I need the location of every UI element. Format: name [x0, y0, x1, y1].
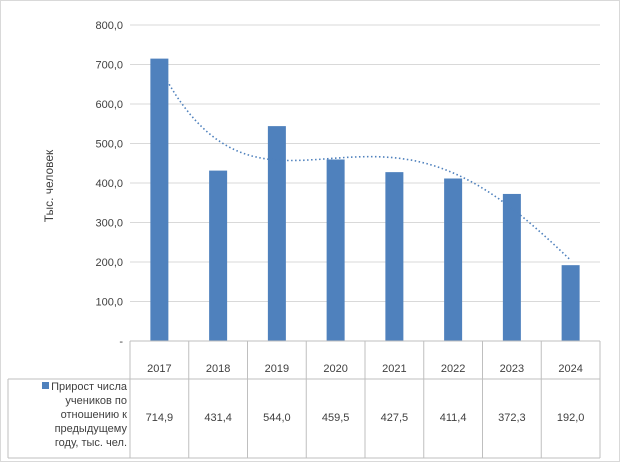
bars: [150, 58, 580, 342]
y-axis-ticks: - 100,0 200,0 300,0 400,0 500,0 600,0 700,0 800,…: [95, 20, 123, 348]
category-label: 2018: [206, 363, 230, 375]
legend: Прирост числа учеников по отношению к пр…: [42, 381, 128, 449]
data-value-label: 372,3: [498, 412, 526, 424]
y-tick-label: 200,0: [95, 257, 123, 269]
y-tick-label: 600,0: [95, 99, 123, 111]
bar: [209, 170, 228, 341]
data-table: 2017 714,9 2018 431,4 2019 544,0 2020 459,5 2021…: [7, 340, 601, 459]
data-value-label: 714,9: [146, 412, 174, 424]
legend-text-line: Прирост числа: [51, 381, 128, 393]
bar: [561, 265, 580, 341]
data-value-label: 459,5: [322, 412, 350, 424]
y-tick-label: 100,0: [95, 297, 123, 309]
legend-text-line: предыдущему: [55, 423, 128, 435]
legend-text-line: году, тыс. чел.: [55, 437, 127, 449]
y-tick-label: 300,0: [95, 218, 123, 230]
data-value-label: 431,4: [204, 412, 232, 424]
category-label: 2023: [500, 363, 524, 375]
category-label: 2021: [382, 363, 406, 375]
legend-text-line: учеников по: [65, 395, 127, 407]
y-tick-label: -: [119, 336, 123, 348]
data-value-label: 192,0: [557, 412, 585, 424]
trendline: [158, 66, 572, 261]
gridlines: [130, 24, 600, 302]
category-label: 2019: [265, 363, 289, 375]
bar: [326, 159, 345, 341]
data-value-label: 427,5: [381, 412, 409, 424]
bar: [150, 58, 169, 341]
category-label: 2017: [147, 363, 171, 375]
y-tick-label: 500,0: [95, 139, 123, 151]
data-value-label: 411,4: [440, 412, 467, 424]
y-tick-label: 800,0: [95, 20, 123, 32]
y-tick-label: 700,0: [95, 60, 123, 72]
category-label: 2024: [558, 363, 582, 375]
category-label: 2022: [441, 363, 465, 375]
bar: [444, 178, 463, 341]
legend-text-line: отношению к: [61, 409, 128, 421]
category-label: 2020: [323, 363, 347, 375]
data-value-label: 544,0: [263, 412, 291, 424]
bar: [502, 193, 521, 341]
legend-swatch: [42, 382, 49, 389]
bar: [267, 126, 286, 342]
y-tick-label: 400,0: [95, 178, 123, 190]
y-axis-title: Тыс. человек: [42, 149, 56, 222]
bar: [385, 172, 404, 341]
